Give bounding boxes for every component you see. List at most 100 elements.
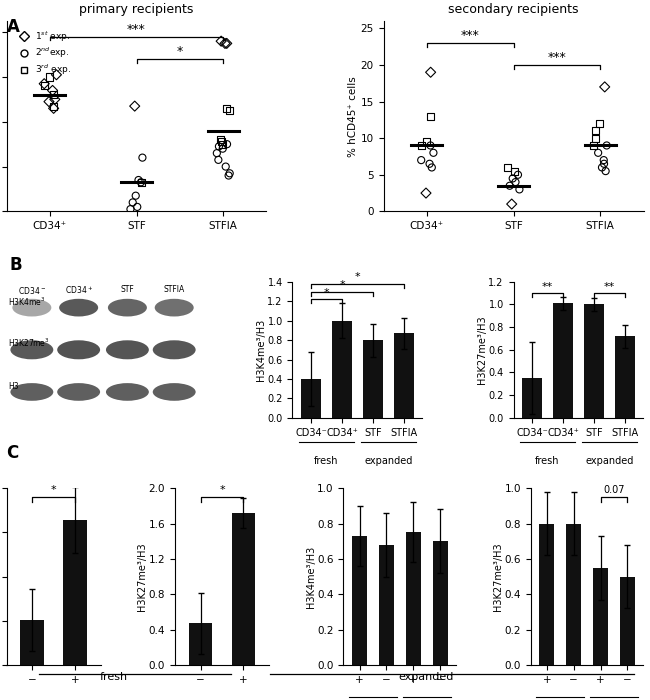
Point — [506, 198, 517, 209]
Point — [425, 140, 436, 151]
Bar — [332, 321, 352, 418]
Point — [214, 141, 224, 152]
Bar — [593, 568, 608, 665]
Text: *: * — [355, 272, 360, 282]
Text: STF: STF — [120, 284, 135, 293]
Y-axis label: H3K27me³/H3: H3K27me³/H3 — [493, 542, 503, 611]
Point — [426, 66, 436, 78]
Ellipse shape — [10, 340, 53, 359]
Ellipse shape — [106, 383, 149, 401]
Point — [589, 140, 599, 151]
Ellipse shape — [153, 383, 196, 401]
Point — [593, 147, 603, 158]
Ellipse shape — [106, 340, 149, 359]
Point — [220, 161, 231, 172]
Text: fresh: fresh — [536, 456, 560, 466]
Point — [47, 85, 58, 96]
Text: A: A — [6, 18, 20, 36]
Point — [218, 139, 228, 150]
Ellipse shape — [153, 340, 196, 359]
Text: H3K27me$^3$: H3K27me$^3$ — [8, 337, 50, 349]
Text: *: * — [177, 45, 183, 58]
Text: *: * — [51, 485, 57, 496]
Point — [220, 38, 230, 49]
Bar — [433, 541, 447, 665]
Point — [212, 148, 222, 159]
Text: CD34$^-$: CD34$^-$ — [18, 284, 46, 295]
Bar — [63, 520, 86, 665]
Point — [129, 101, 140, 112]
Point — [49, 90, 59, 101]
Y-axis label: H3K27me³/H3: H3K27me³/H3 — [137, 542, 148, 611]
Point — [513, 169, 523, 181]
Point — [222, 38, 232, 49]
Point — [224, 105, 235, 116]
Y-axis label: H3K4me³/H3: H3K4me³/H3 — [306, 545, 316, 608]
Text: 0.07: 0.07 — [603, 485, 625, 496]
Text: H3: H3 — [8, 382, 19, 391]
Point — [510, 176, 521, 188]
Bar — [522, 378, 542, 418]
Point — [216, 36, 226, 47]
Text: ***: *** — [127, 22, 146, 36]
Bar — [189, 624, 213, 665]
Bar — [352, 536, 367, 665]
Point — [49, 94, 60, 105]
Point — [127, 197, 138, 208]
Point — [222, 139, 232, 150]
Title: primary recipients: primary recipients — [79, 3, 194, 15]
Point — [514, 184, 525, 195]
Bar — [363, 340, 383, 418]
Title: secondary recipients: secondary recipients — [448, 3, 578, 15]
Point — [136, 176, 146, 188]
Bar — [620, 577, 635, 665]
Text: **: ** — [604, 282, 615, 292]
Point — [133, 174, 144, 186]
Ellipse shape — [12, 299, 51, 316]
Point — [424, 158, 435, 169]
Point — [39, 78, 49, 90]
Bar — [615, 336, 635, 418]
Point — [601, 140, 612, 151]
Point — [132, 202, 142, 213]
Bar — [553, 303, 573, 418]
Text: *: * — [324, 288, 330, 298]
Bar — [406, 533, 421, 665]
Ellipse shape — [59, 299, 98, 316]
Text: expanded: expanded — [364, 456, 413, 466]
Text: STFIA: STFIA — [164, 284, 185, 293]
Bar — [20, 620, 44, 665]
Point — [224, 168, 235, 179]
Point — [428, 147, 439, 158]
Bar — [231, 513, 255, 665]
Point — [599, 155, 609, 166]
Text: *: * — [219, 485, 225, 496]
Y-axis label: H3K27me³/H3: H3K27me³/H3 — [477, 316, 487, 384]
Point — [421, 188, 431, 199]
Bar — [584, 304, 604, 418]
Point — [416, 155, 426, 166]
Point — [44, 71, 55, 83]
Point — [426, 111, 436, 122]
Point — [595, 118, 605, 129]
Point — [601, 165, 611, 176]
Point — [51, 69, 62, 80]
Point — [426, 162, 437, 173]
Text: expanded: expanded — [398, 673, 454, 682]
Text: ***: *** — [547, 51, 566, 64]
Point — [48, 101, 58, 112]
Point — [125, 204, 136, 215]
Point — [216, 136, 227, 148]
Point — [599, 158, 609, 169]
Point — [590, 132, 601, 144]
Bar — [540, 524, 554, 665]
Text: fresh: fresh — [315, 456, 339, 466]
Point — [40, 80, 50, 92]
Point — [508, 173, 518, 184]
Point — [599, 81, 610, 92]
Point — [131, 190, 141, 202]
Point — [421, 136, 432, 148]
Text: *: * — [339, 280, 345, 290]
Point — [137, 152, 148, 163]
Point — [222, 103, 232, 114]
